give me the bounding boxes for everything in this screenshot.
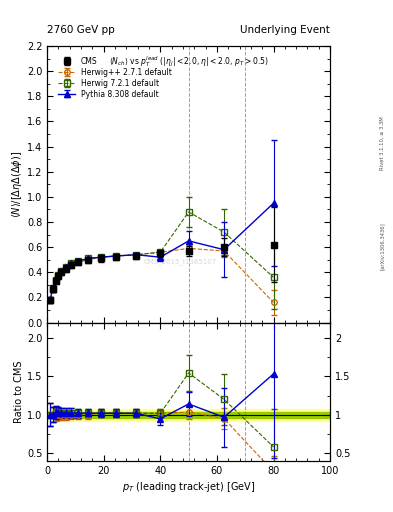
X-axis label: $p_T$ (leading track-jet) [GeV]: $p_T$ (leading track-jet) [GeV] [122, 480, 255, 494]
Y-axis label: $\langle N\rangle/[\Delta\eta\Delta(\Delta\phi)]$: $\langle N\rangle/[\Delta\eta\Delta(\Del… [10, 151, 24, 218]
Text: 2760 GeV pp: 2760 GeV pp [47, 25, 115, 35]
Text: Rivet 3.1.10, ≥ 3.3M: Rivet 3.1.10, ≥ 3.3M [380, 117, 384, 170]
Text: $\langle N_{ch}\rangle$ vs $p_T^{lead}$ ($|\eta_j|<2.0$, $\eta|<2.0$, $p_T>0.5$): $\langle N_{ch}\rangle$ vs $p_T^{lead}$ … [109, 54, 268, 69]
Text: CMS_2015_I1385107: CMS_2015_I1385107 [143, 259, 217, 265]
Legend: CMS, Herwig++ 2.7.1 default, Herwig 7.2.1 default, Pythia 8.308 default: CMS, Herwig++ 2.7.1 default, Herwig 7.2.… [57, 55, 173, 100]
Y-axis label: Ratio to CMS: Ratio to CMS [14, 360, 24, 423]
Text: Underlying Event: Underlying Event [240, 25, 330, 35]
Text: [arXiv:1306.3436]: [arXiv:1306.3436] [380, 222, 384, 270]
